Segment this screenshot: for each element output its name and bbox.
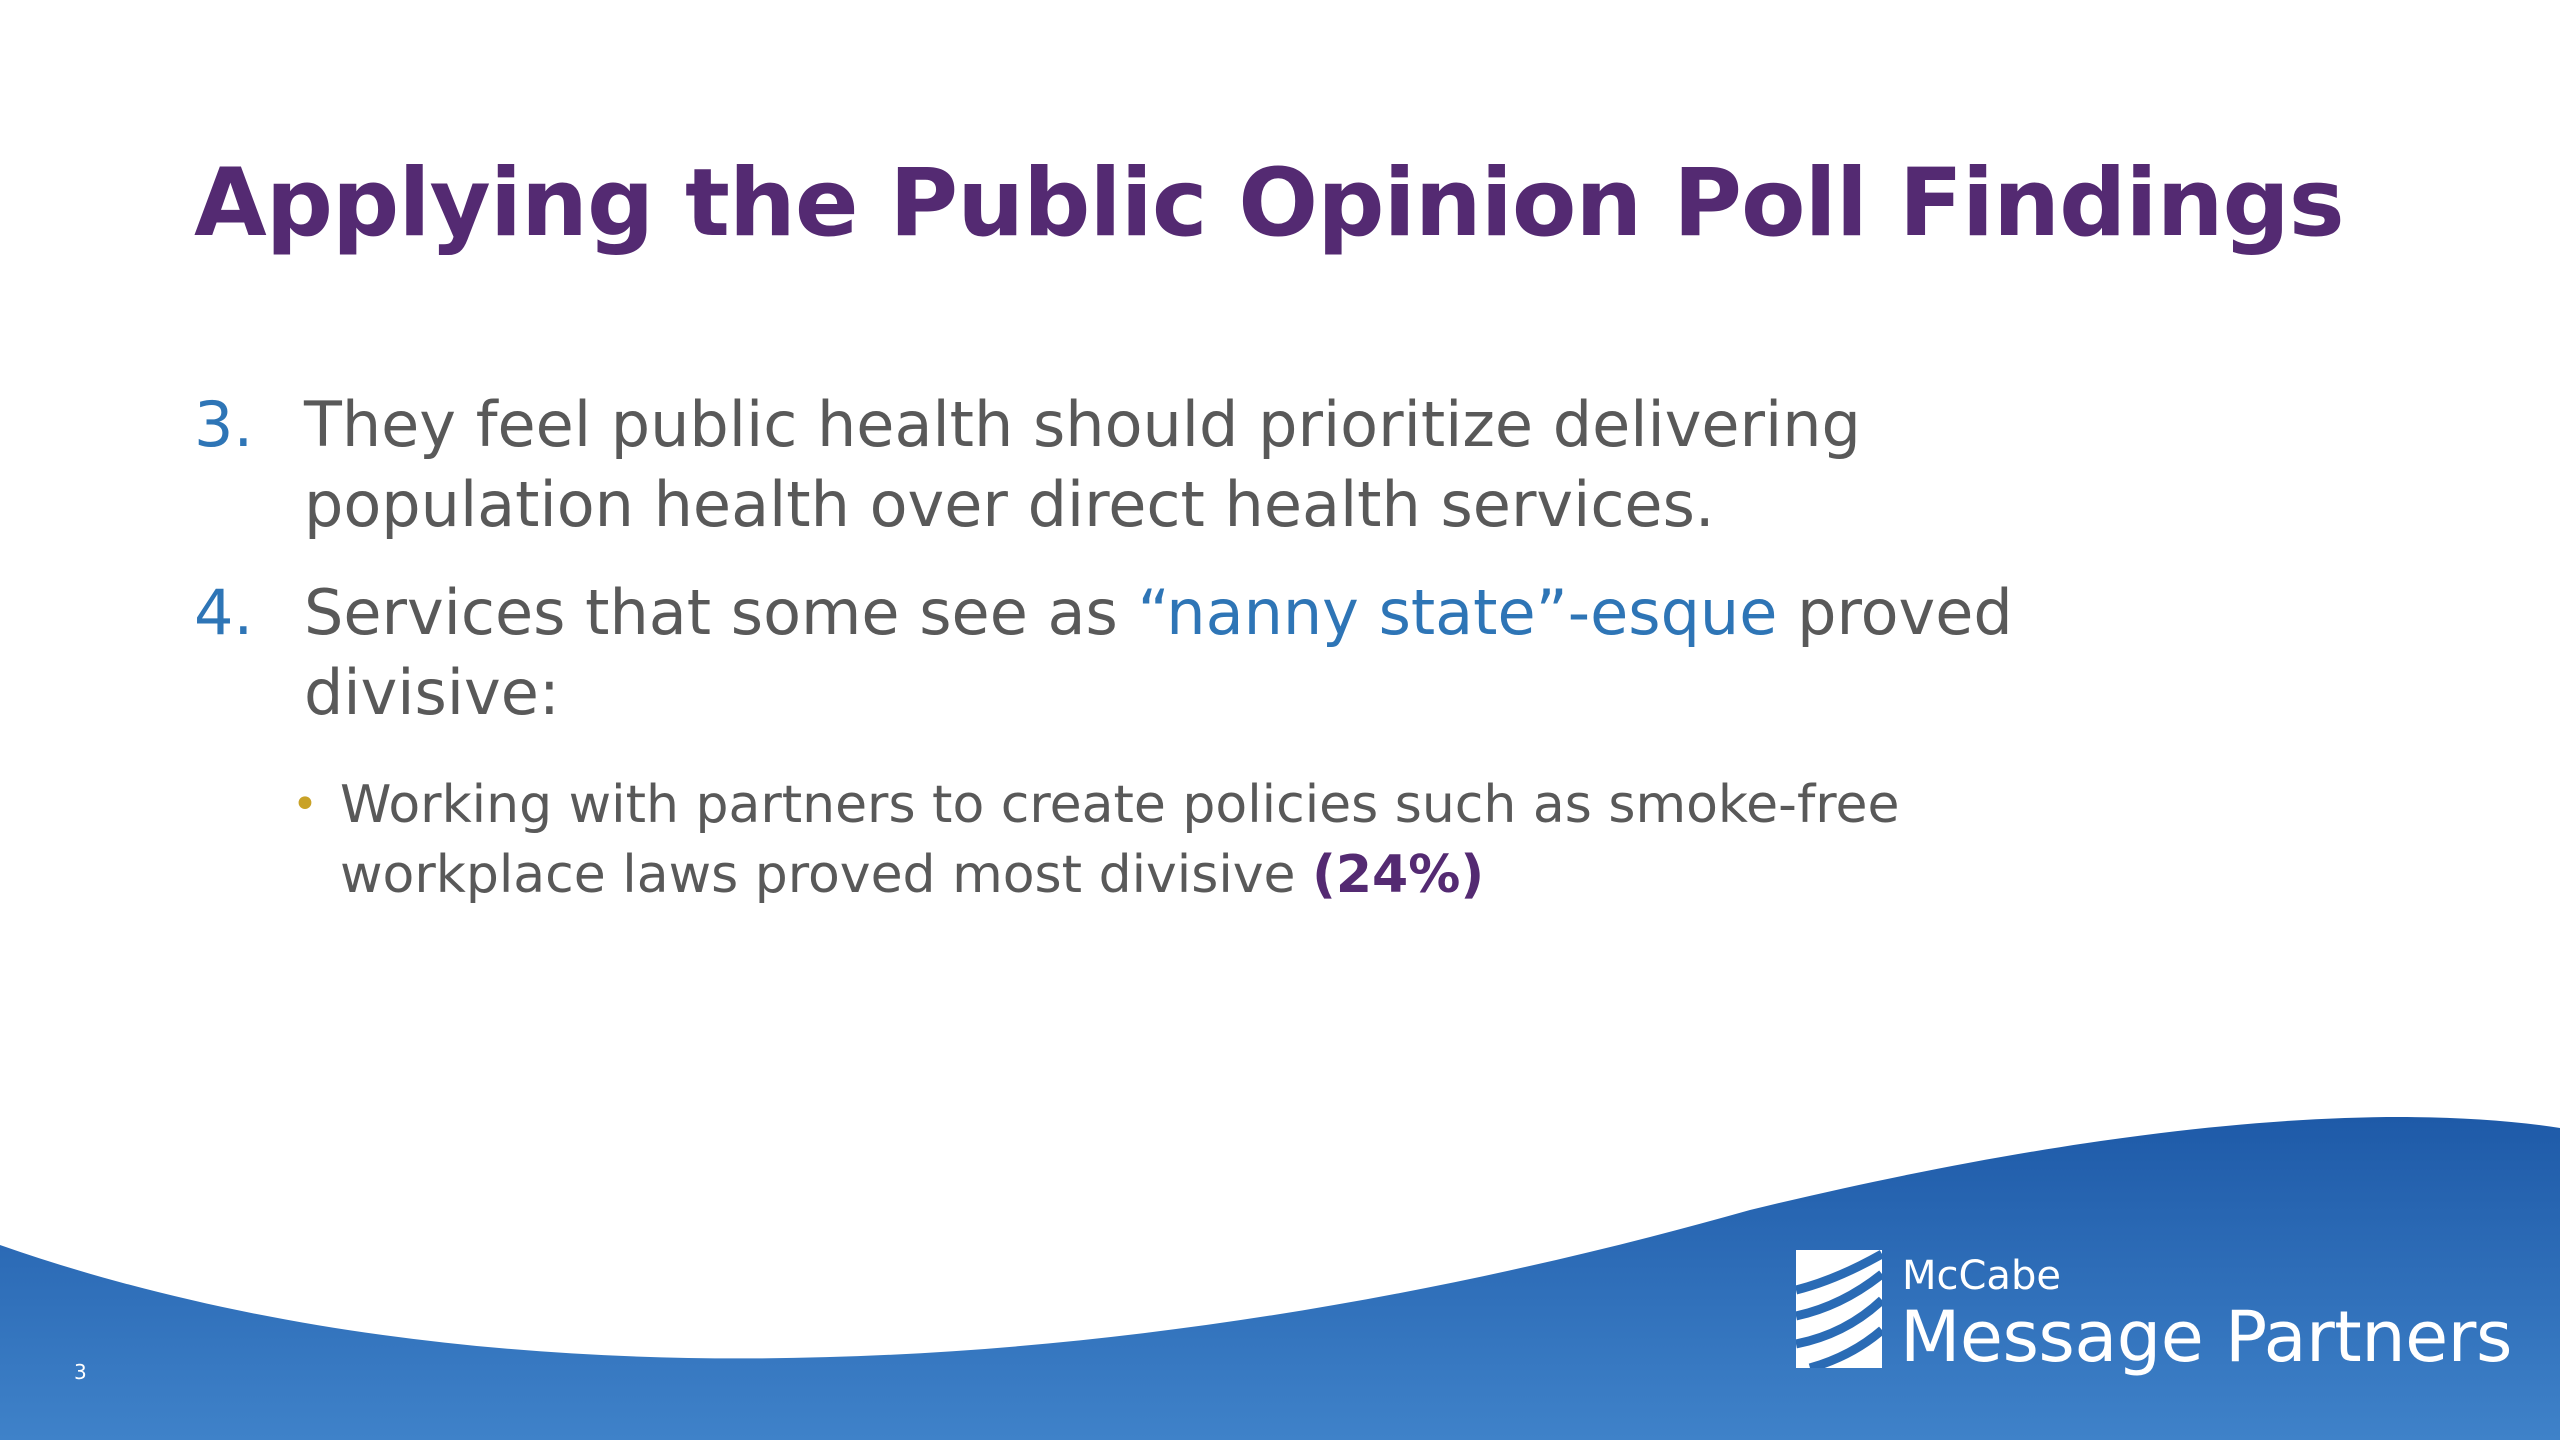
percent-value: (24%) [1312,845,1485,905]
list-item-number: 3. [194,388,254,461]
list-item-text: They feel public health should prioritiz… [304,388,1861,461]
list-item: 4. Services that some see as “nanny stat… [194,573,2094,733]
list-item-text: divisive: [304,656,560,729]
page-number: 3 [74,1360,87,1384]
highlighted-phrase: “nanny state”-esque [1137,576,1778,649]
sub-bullet: • Working with partners to create polici… [292,770,2040,910]
list-item-text: proved [1777,576,2013,649]
bullet-icon: • [292,779,318,830]
list-item-text: population health over direct health ser… [304,468,1715,541]
numbered-list: 3. They feel public health should priori… [194,385,2094,761]
slide-title: Applying the Public Opinion Poll Finding… [194,149,2345,258]
list-item-number: 4. [194,576,254,649]
sub-bullet-text: Working with partners to create policies… [340,775,1900,835]
logo-mark-icon [1796,1250,1882,1368]
logo-text-top: McCabe [1902,1253,2061,1299]
logo-text-bottom: Message Partners [1900,1296,2512,1378]
sub-bullet-text: workplace laws proved most divisive [340,845,1313,905]
list-item-text: Services that some see as [304,576,1138,649]
list-item: 3. They feel public health should priori… [194,385,2094,545]
company-logo: McCabe Message Partners [1796,1250,2516,1380]
